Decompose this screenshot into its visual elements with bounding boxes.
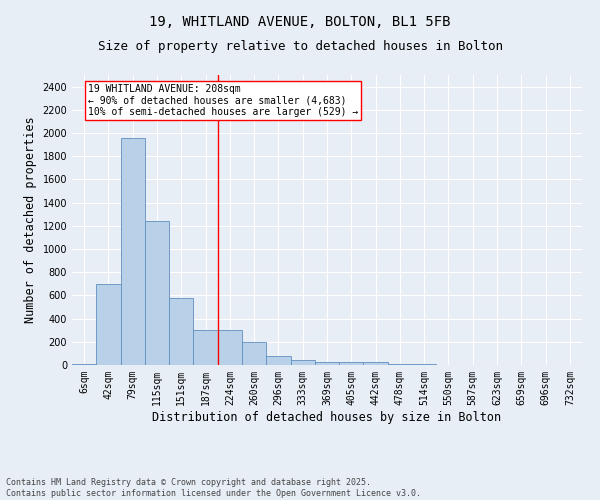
Bar — [193, 330, 218, 365]
Bar — [96, 284, 121, 365]
Text: 19 WHITLAND AVENUE: 208sqm
← 90% of detached houses are smaller (4,683)
10% of s: 19 WHITLAND AVENUE: 208sqm ← 90% of deta… — [88, 84, 358, 117]
X-axis label: Distribution of detached houses by size in Bolton: Distribution of detached houses by size … — [152, 410, 502, 424]
Bar — [242, 342, 266, 365]
Text: Contains HM Land Registry data © Crown copyright and database right 2025.
Contai: Contains HM Land Registry data © Crown c… — [6, 478, 421, 498]
Text: Size of property relative to detached houses in Bolton: Size of property relative to detached ho… — [97, 40, 503, 53]
Bar — [339, 362, 364, 365]
Text: 19, WHITLAND AVENUE, BOLTON, BL1 5FB: 19, WHITLAND AVENUE, BOLTON, BL1 5FB — [149, 15, 451, 29]
Bar — [169, 298, 193, 365]
Bar — [412, 364, 436, 365]
Bar — [388, 364, 412, 365]
Bar — [266, 356, 290, 365]
Bar — [218, 330, 242, 365]
Bar — [72, 364, 96, 365]
Bar — [290, 360, 315, 365]
Y-axis label: Number of detached properties: Number of detached properties — [24, 116, 37, 324]
Bar — [121, 138, 145, 365]
Bar — [145, 221, 169, 365]
Bar — [364, 362, 388, 365]
Bar — [315, 362, 339, 365]
